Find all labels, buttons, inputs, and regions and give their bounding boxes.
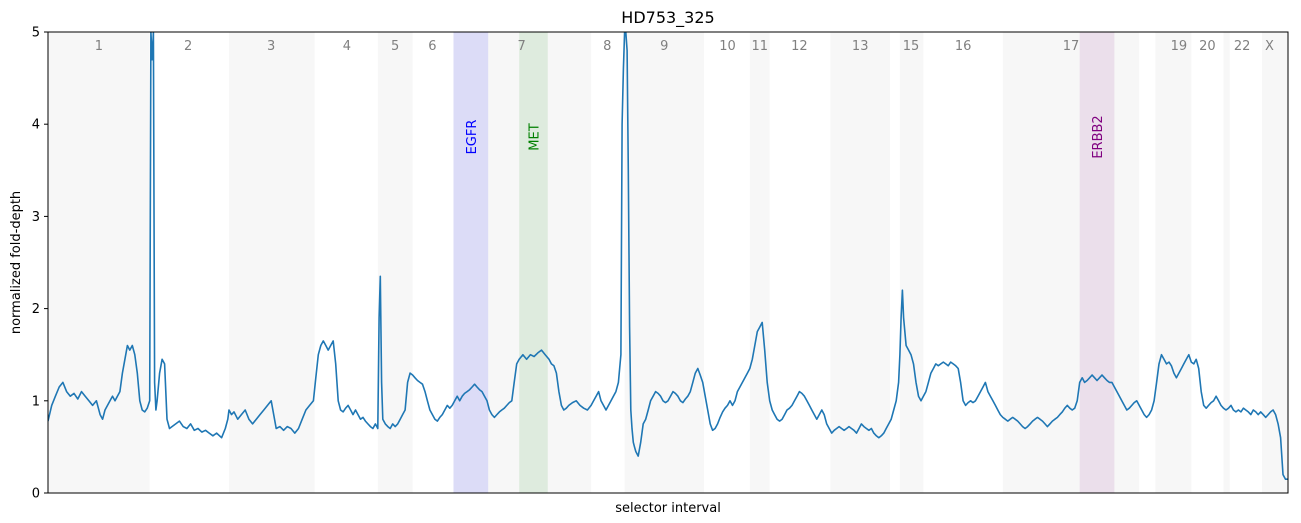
y-tick-label: 5 [32,26,40,41]
chromosome-band-5 [377,32,413,493]
series-line-0 [48,32,1288,480]
chromosome-label-4: 4 [343,39,351,54]
chromosome-label-17: 17 [1063,39,1080,54]
chromosome-band-19 [1155,32,1192,493]
gene-label-egfr: EGFR [465,120,480,155]
chromosome-band-11 [749,32,770,493]
chromosome-label-7: 7 [518,39,526,54]
chromosome-band-15 [899,32,924,493]
chromosome-label-2: 2 [184,39,192,54]
gene-highlight-met [519,32,548,493]
y-axis-label: normalized fold-depth [9,191,24,334]
gene-highlight-erbb2 [1079,32,1115,493]
chromosome-band-3 [229,32,315,493]
chromosome-label-3: 3 [267,39,275,54]
x-axis-label: selector interval [615,501,721,516]
chromosome-label-x: X [1265,39,1274,54]
plot-frame [47,31,1289,494]
gene-labels: EGFR MET ERBB2 [465,115,1106,158]
chromosome-label-10: 10 [719,39,736,54]
gene-label-met: MET [527,123,542,150]
chromosome-label-5: 5 [391,39,399,54]
gene-highlight-egfr [453,32,489,493]
chromosome-label-20: 20 [1199,39,1216,54]
chromosome-band-1 [48,32,150,493]
chromosome-band-9 [624,32,704,493]
chromosome-label-8: 8 [603,39,611,54]
chromosome-label-11: 11 [751,39,768,54]
y-tick-label: 3 [32,210,40,225]
y-tick-label: 0 [32,487,40,502]
y-tick-label: 2 [32,302,40,317]
y-tick-label: 1 [32,394,40,409]
gene-label-erbb2: ERBB2 [1091,115,1106,158]
y-tick-label: 4 [32,118,40,133]
gene-highlights [453,32,1115,493]
chromosome-label-6: 6 [428,39,436,54]
y-axis-ticks: 0 1 2 3 4 5 [32,26,48,502]
chromosome-band-X [1261,32,1288,493]
chromosome-band-13 [830,32,890,493]
series-group [48,32,1288,480]
chromosome-label-19: 19 [1171,39,1188,54]
chromosome-label-16: 16 [955,39,972,54]
chromosome-label-15: 15 [903,39,920,54]
chromosome-label-12: 12 [791,39,808,54]
chromosome-band-17 [1002,32,1140,493]
chart-title: HD753_325 [621,8,714,28]
chromosome-label-1: 1 [95,39,103,54]
chromosome-label-9: 9 [660,39,668,54]
chromosome-label-13: 13 [852,39,869,54]
chromosome-labels: 1 2 3 4 5 6 7 8 9 10 11 12 13 15 16 17 19 20 22 X [95,39,1274,54]
chromosome-label-22: 22 [1234,39,1251,54]
chromosome-band-unlabeled-20 [1223,32,1230,493]
